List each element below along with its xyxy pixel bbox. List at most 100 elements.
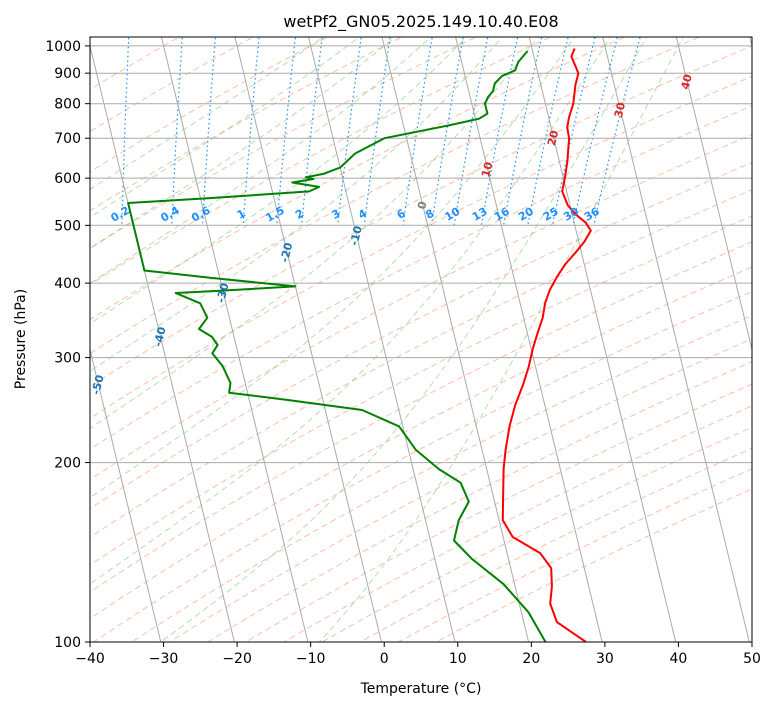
dry-adiabat: [90, 189, 752, 538]
mixing-ratio-line: [503, 37, 543, 226]
mixing-ratio-line: [276, 37, 297, 226]
isotherm-line: [381, 37, 530, 642]
mixing-ratio-line: [572, 37, 619, 226]
moist-adiabat: [90, 37, 504, 372]
x-axis: −40 −30 −20 −10 0 10 20 30 40 50: [75, 642, 761, 667]
mixing-ratio-label: 0.6: [189, 204, 213, 225]
mixing-ratio-line: [337, 37, 362, 226]
dry-adiabat: [90, 161, 752, 510]
y-tick-label: 100: [54, 635, 81, 651]
mixing-ratio-label: 30: [561, 205, 581, 224]
mixing-ratio-line: [300, 37, 323, 226]
x-tick-label: −10: [296, 651, 326, 667]
x-tick-label: 0: [380, 651, 389, 667]
y-tick-label: 500: [54, 218, 81, 234]
isotherm-line: [602, 37, 750, 642]
mixing-ratio-line: [402, 37, 433, 226]
isotherm-line: [749, 37, 752, 49]
dry-adiabat: [90, 75, 752, 419]
plot-frame: [89, 36, 753, 643]
isotherm-label: -60: [29, 426, 46, 449]
mixing-ratio-label: 1: [235, 207, 248, 222]
moist-adiabat: [90, 37, 539, 429]
isotherm-line: [455, 37, 603, 642]
x-tick-label: −30: [149, 651, 179, 667]
dry-adiabat: [130, 314, 752, 642]
mixing-ratio-label: 6: [395, 207, 408, 222]
isotherm-line: [234, 37, 383, 642]
y-tick-label: 600: [54, 171, 81, 187]
isotherm-label: -30: [214, 281, 231, 304]
mixing-ratio-label: 1.5: [263, 204, 286, 225]
y-axis-label: Pressure (hPa): [13, 289, 29, 389]
x-axis-label: Temperature (°C): [360, 681, 482, 697]
moist-adiabat: [90, 37, 361, 219]
dry-adiabat: [206, 361, 752, 642]
isotherm-line: [675, 37, 752, 352]
dry-adiabat: [90, 37, 404, 212]
moist-adiabat: [160, 37, 648, 642]
y-tick-label: 300: [54, 351, 81, 367]
dry-adiabat: [90, 37, 329, 173]
dry-adiabat: [90, 37, 701, 355]
dry-adiabat: [359, 447, 752, 642]
dry-adiabat: [90, 37, 478, 249]
mixing-ratio-line: [363, 37, 391, 226]
isotherm-label: 10: [479, 160, 495, 178]
isotherm-label: 40: [679, 73, 695, 91]
chart-title: wetPf2_GN05.2025.149.10.40.E08: [283, 12, 558, 32]
moist-adiabat: [90, 37, 432, 285]
dry-adiabat: [90, 134, 752, 480]
dry-adiabat: [92, 290, 752, 642]
isotherm-label: -50: [89, 373, 106, 396]
mixing-ratio-label: 0.4: [158, 204, 182, 225]
isotherm-label: -40: [151, 325, 168, 348]
x-tick-label: 20: [522, 651, 540, 667]
mixing-ratio-line: [121, 37, 130, 226]
x-tick-label: 40: [670, 651, 688, 667]
y-tick-label: 700: [54, 131, 81, 147]
mixing-ratio-label: 13: [470, 205, 490, 224]
moist-adiabat: [90, 37, 612, 585]
dry-adiabat: [321, 426, 752, 642]
mixing-ratio-label: 25: [541, 205, 561, 224]
isotherm-line: [90, 43, 235, 642]
y-tick-label: 900: [54, 66, 81, 82]
isotherm-line: [528, 37, 677, 642]
dry-adiabat: [168, 338, 752, 642]
series-layer: [127, 48, 592, 642]
dry-adiabat: [90, 37, 255, 133]
mixing-ratio-line: [75, 33, 79, 225]
mixing-ratio-label: 2: [293, 207, 306, 222]
moist-adiabat: [90, 37, 468, 325]
isotherm-label: 20: [545, 129, 561, 147]
x-tick-label: 10: [449, 651, 467, 667]
temperature-profile: [501, 48, 592, 642]
moist-adiabat: [90, 37, 396, 250]
y-tick-label: 200: [54, 456, 81, 472]
y-tick-label: 400: [54, 276, 81, 292]
mixing-ratio-label: 8: [423, 207, 436, 222]
y-axis: 100 200 300 400 500 600 700 800 900 1000: [45, 39, 90, 651]
isotherm-label: 0: [415, 200, 430, 211]
mixing-ratio-line: [242, 37, 260, 226]
moist-adiabat: [318, 37, 684, 642]
mixing-ratio-label: 10: [443, 205, 463, 224]
grid-layer: [75, 33, 752, 642]
isotherm-line: [90, 347, 162, 642]
mixing-ratio-label: 16: [492, 205, 512, 224]
dry-adiabat: [90, 241, 752, 593]
mixing-ratio-line: [202, 37, 217, 226]
mixing-ratio-line: [453, 37, 489, 226]
dry-adiabat: [435, 488, 752, 642]
mixing-ratio-label: 20: [516, 205, 536, 224]
dry-adiabat: [397, 468, 752, 642]
y-tick-label: 800: [54, 97, 81, 113]
x-tick-label: 50: [743, 651, 761, 667]
x-tick-label: 30: [596, 651, 614, 667]
isotherm-label: -20: [278, 241, 295, 264]
dry-adiabat: [90, 37, 181, 91]
x-tick-label: −40: [75, 651, 105, 667]
isotherm-line: [160, 37, 309, 642]
